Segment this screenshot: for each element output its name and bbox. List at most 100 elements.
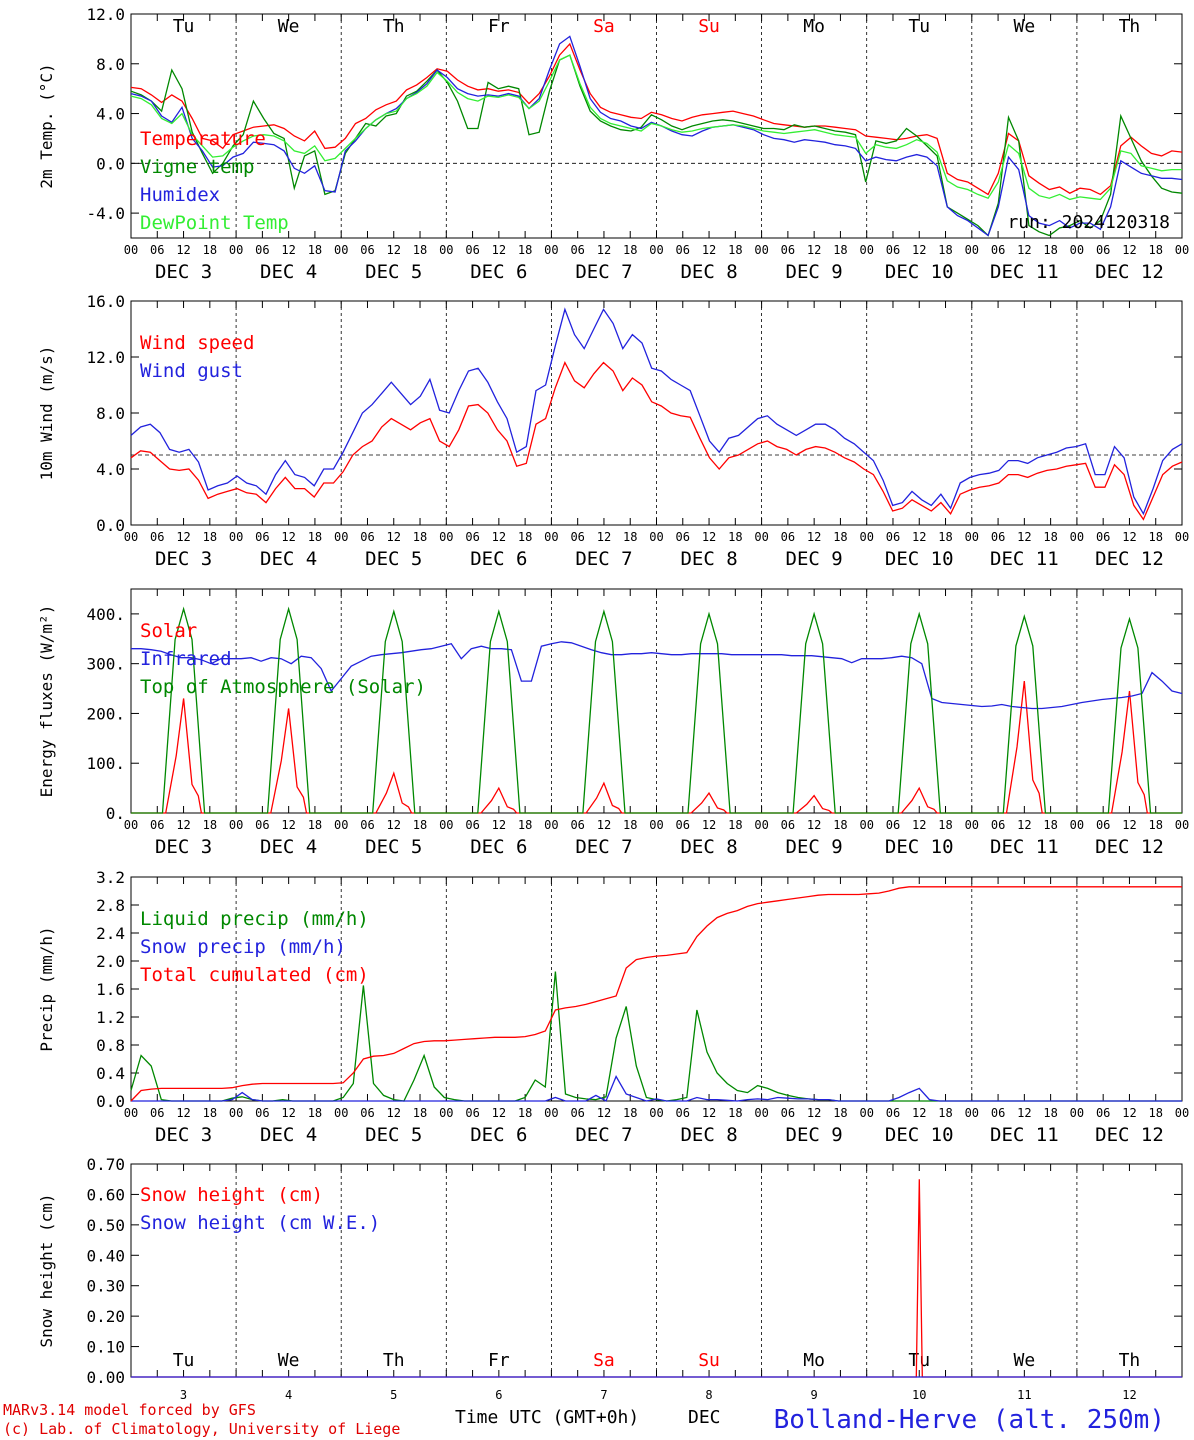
date-label: DEC 3	[155, 1124, 212, 1146]
date-label: DEC 8	[680, 261, 737, 283]
date-label: DEC 6	[470, 261, 527, 283]
hour-tick-label: 12	[387, 530, 401, 544]
hour-tick-label: 00	[1175, 1106, 1189, 1120]
date-label: DEC 8	[680, 548, 737, 570]
hour-tick-label: 12	[492, 530, 506, 544]
hour-tick-label: 12	[281, 243, 295, 257]
date-label: DEC 11	[990, 261, 1059, 283]
hour-tick-label: 12	[176, 243, 190, 257]
legend-entry: Humidex	[140, 184, 220, 206]
hour-tick-label: 12	[387, 243, 401, 257]
hour-tick-label: 00	[334, 1106, 348, 1120]
y-tick-label: 12.0	[86, 348, 125, 367]
date-label: DEC 9	[786, 548, 843, 570]
hour-tick-label: 12	[597, 1106, 611, 1120]
series-line-temperature	[130, 42, 1183, 196]
hour-tick-label: 00	[649, 530, 663, 544]
date-label: DEC 4	[260, 548, 317, 570]
panel-1: 00 06 12 18 00 06 12 18 00 06 12 18 00 06 12 18 00 06 12 18…	[37, 5, 1189, 283]
y-axis-label: 2m Temp. (°C)	[37, 63, 56, 188]
hour-tick-label: 00	[334, 243, 348, 257]
hour-tick-label: 00	[649, 243, 663, 257]
hour-tick-label: 18	[938, 818, 952, 832]
y-tick-label: 0.00	[86, 1368, 125, 1387]
hour-tick-label: 00	[754, 530, 768, 544]
hour-tick-label: 12	[912, 243, 926, 257]
hour-tick-label: 18	[1043, 243, 1057, 257]
y-tick-label: 8.0	[96, 404, 125, 423]
y-tick-label: 0.0	[96, 1092, 125, 1111]
hour-tick-label: 06	[255, 243, 269, 257]
hour-tick-label: 00	[859, 243, 873, 257]
hour-tick-label: 18	[413, 243, 427, 257]
day-of-week-label: We	[1014, 1350, 1036, 1371]
day-of-week-label: We	[278, 16, 300, 37]
hour-tick-label: 06	[465, 243, 479, 257]
hour-tick-label: 00	[649, 1106, 663, 1120]
hour-tick-label: 12	[492, 1106, 506, 1120]
hour-tick-label: 18	[203, 1106, 217, 1120]
y-tick-label: 12.0	[86, 5, 125, 24]
hour-tick-label: 12	[1017, 1106, 1031, 1120]
hour-tick-label: 00	[1070, 1106, 1084, 1120]
legend-entry: Snow height (cm)	[140, 1184, 323, 1206]
legend-entry: Infrared	[140, 648, 232, 670]
hour-tick-label: 18	[518, 818, 532, 832]
hour-tick-label: 06	[781, 530, 795, 544]
hour-tick-label: 00	[1070, 243, 1084, 257]
station-name: Bolland-Herve (alt. 250m)	[774, 1405, 1165, 1435]
y-axis-label: Snow height (cm)	[37, 1193, 56, 1347]
y-tick-label: 4.0	[96, 460, 125, 479]
date-label: DEC 4	[260, 261, 317, 283]
hour-tick-label: 00	[229, 818, 243, 832]
date-label: DEC 7	[575, 1124, 632, 1146]
day-of-week-label: Tu	[908, 16, 930, 37]
legend-entry: Snow height (cm W.E.)	[140, 1212, 380, 1234]
hour-tick-label: 12	[492, 243, 506, 257]
hour-tick-label: 00	[544, 1106, 558, 1120]
legend-entry: Top of Atmosphere (Solar)	[140, 676, 426, 698]
hour-tick-label: 12	[807, 818, 821, 832]
hour-tick-label: 00	[229, 243, 243, 257]
date-label: DEC 10	[885, 1124, 954, 1146]
y-axis-label: Energy fluxes (W/m²)	[37, 605, 56, 798]
hour-tick-label: 00	[859, 1106, 873, 1120]
date-label: DEC 9	[786, 836, 843, 858]
hour-tick-label: 12	[1017, 243, 1031, 257]
hour-tick-label: 06	[465, 818, 479, 832]
hour-tick-label: 06	[886, 243, 900, 257]
y-tick-label: 2.0	[96, 952, 125, 971]
date-label: DEC 4	[260, 836, 317, 858]
panel-5: 0.70 0.60 0.50 0.40 0.30 0.20 0.10 0.00 Snow hei…	[37, 1155, 1183, 1402]
hour-tick-label: 06	[255, 530, 269, 544]
hour-tick-label: 00	[649, 818, 663, 832]
date-number-label: 7	[600, 1388, 607, 1402]
y-tick-label: 300.	[86, 655, 125, 674]
y-tick-label: 16.0	[86, 292, 125, 311]
date-label: DEC 6	[470, 836, 527, 858]
hour-tick-label: 18	[833, 818, 847, 832]
hour-tick-label: 18	[308, 1106, 322, 1120]
hour-tick-label: 06	[570, 1106, 584, 1120]
plot-frame	[130, 588, 1183, 814]
hour-tick-label: 00	[229, 1106, 243, 1120]
date-label: DEC 9	[786, 1124, 843, 1146]
day-of-week-label: Su	[698, 1350, 720, 1371]
hour-tick-label: 00	[965, 243, 979, 257]
y-tick-label: 0.4	[96, 1064, 125, 1083]
hour-tick-label: 06	[886, 530, 900, 544]
panel-2: 00 06 12 18 00 06 12 18 00 06 12 18 00 06 12 18 00 06 12 18…	[37, 292, 1189, 570]
hour-tick-label: 18	[1043, 818, 1057, 832]
hour-tick-label: 12	[1017, 530, 1031, 544]
hour-tick-label: 06	[360, 530, 374, 544]
model-credit: MARv3.14 model forced by GFS	[3, 1401, 256, 1419]
series-line-infrared	[131, 641, 1183, 710]
hour-tick-label: 12	[597, 818, 611, 832]
hour-tick-label: 06	[676, 243, 690, 257]
hour-tick-label: 12	[176, 530, 190, 544]
hour-tick-label: 06	[1096, 243, 1110, 257]
day-of-week-label: Mo	[803, 1350, 825, 1371]
date-number-label: 8	[705, 1388, 712, 1402]
date-label: DEC 5	[365, 1124, 422, 1146]
hour-tick-label: 00	[334, 818, 348, 832]
